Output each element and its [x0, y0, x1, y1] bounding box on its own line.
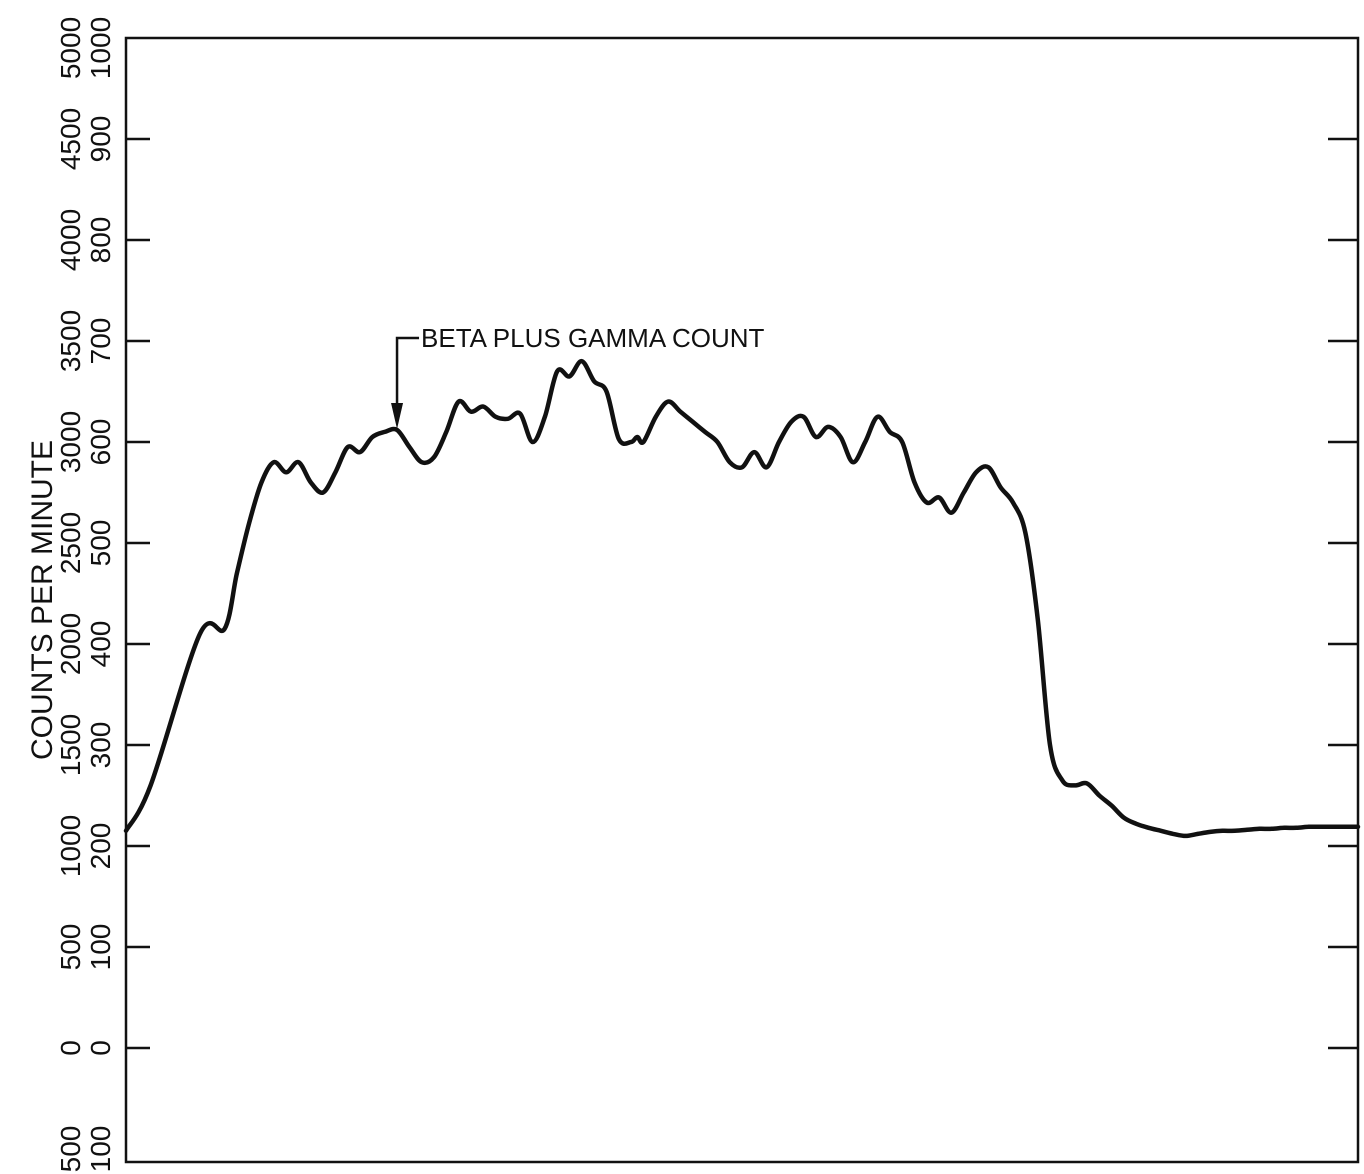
y-tick-label-outer: 500 — [55, 1126, 86, 1173]
plot-frame — [124, 36, 1360, 1164]
y-tick-label-inner: 1000 — [85, 17, 116, 79]
y-axis-title: COUNTS PER MINUTE — [26, 440, 59, 760]
y-tick-label-outer: 3500 — [55, 310, 86, 372]
series-line — [123, 358, 1361, 839]
annotation-arrowhead — [391, 402, 404, 429]
y-tick-label-inner: 400 — [85, 621, 116, 668]
y-tick-label-inner: 0 — [85, 1040, 116, 1056]
annotation-leader-line — [395, 336, 420, 409]
y-tick-label-inner: 100 — [85, 924, 116, 971]
y-tick-label-inner: 500 — [85, 520, 116, 567]
y-tick-label-inner: 100 — [85, 1126, 116, 1173]
y-tick-label-inner: 700 — [85, 318, 116, 365]
annotation-label: BETA PLUS GAMMA COUNT — [421, 323, 764, 353]
y-tick-label-outer: 5000 — [55, 17, 86, 79]
y-tick-label-inner: 800 — [85, 217, 116, 264]
y-tick-label-outer: 2000 — [55, 613, 86, 675]
tick-marks — [126, 137, 1358, 1050]
y-tick-label-inner: 900 — [85, 116, 116, 163]
y-tick-label-outer: 500 — [55, 924, 86, 971]
annotation: BETA PLUS GAMMA COUNT — [391, 323, 765, 429]
y-tick-label-outer: 4500 — [55, 108, 86, 170]
y-tick-label-inner: 200 — [85, 823, 116, 870]
y-tick-label-outer: 3000 — [55, 411, 86, 473]
y-tick-label-outer: 4000 — [55, 209, 86, 271]
y-tick-label-inner: 300 — [85, 722, 116, 769]
y-tick-label-outer: 2500 — [55, 512, 86, 574]
y-tick-label-outer: 0 — [55, 1040, 86, 1056]
y-tick-label-inner: 600 — [85, 419, 116, 466]
y-tick-label-outer: 1000 — [55, 815, 86, 877]
y-tick-label-outer: 1500 — [55, 714, 86, 776]
